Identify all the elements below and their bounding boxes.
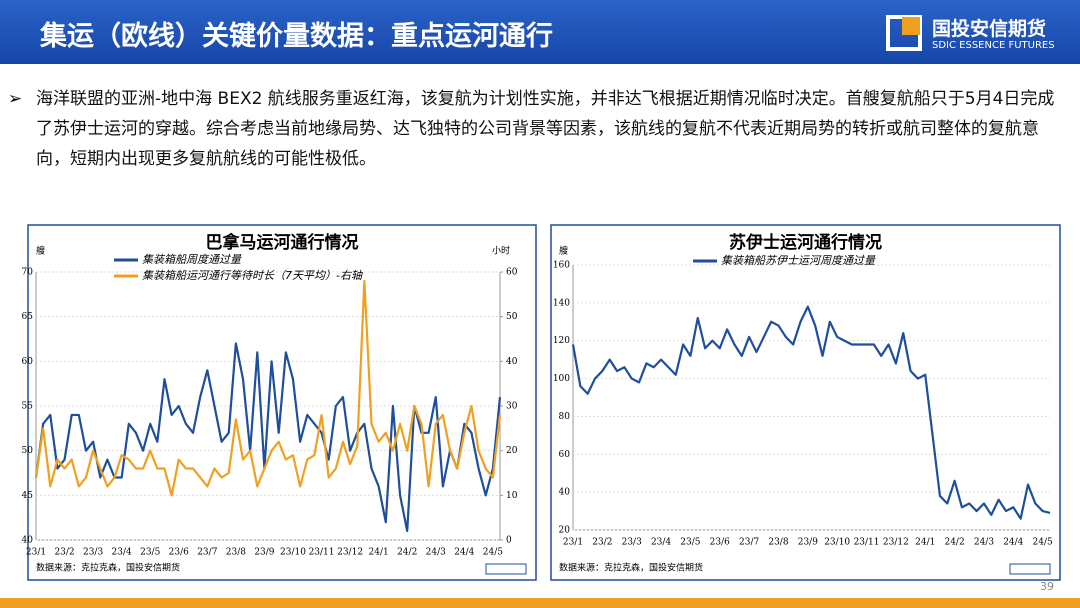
chart-title: 苏伊士运河通行情况 — [729, 232, 882, 253]
y-tick-label: 55 — [22, 402, 34, 412]
x-tick-label: 24/4 — [1003, 538, 1023, 548]
x-tick-label: 24/3 — [426, 548, 446, 558]
x-tick-label: 23/5 — [680, 538, 700, 548]
y-tick-label: 60 — [559, 450, 571, 460]
y-axis-label: 艘 — [36, 245, 45, 257]
bullet-text: 海洋联盟的亚洲-地中海 BEX2 航线服务重返红海，该复航为计划性实施，并非达飞… — [36, 89, 1055, 169]
x-tick-label: 24/3 — [974, 538, 994, 548]
x-tick-label: 23/7 — [739, 538, 759, 548]
y-tick-label: 50 — [22, 446, 34, 456]
x-tick-label: 23/1 — [563, 538, 583, 548]
x-tick-label: 24/2 — [944, 538, 964, 548]
source-logo — [1009, 563, 1051, 575]
x-tick-label: 24/5 — [1033, 538, 1053, 548]
x-tick-label: 23/2 — [54, 548, 74, 558]
y2-tick-label: 0 — [506, 536, 512, 546]
y2-axis-label: 小时 — [492, 245, 510, 257]
source-note: 数据来源：克拉克森，国投安信期货 — [559, 562, 703, 574]
y-tick-label: 70 — [22, 268, 34, 278]
x-tick-label: 23/11 — [309, 548, 335, 558]
chart-title: 巴拿马运河通行情况 — [206, 232, 359, 253]
x-tick-label: 23/12 — [883, 538, 909, 548]
x-tick-label: 23/3 — [622, 538, 642, 548]
y-tick-label: 40 — [22, 536, 34, 546]
y-tick-label: 160 — [553, 261, 570, 271]
legend-label: 集装箱船运河通行等待时长（7天平均）-右轴 — [142, 269, 363, 282]
legend-label: 集装箱船周度通过量 — [142, 253, 242, 266]
footer-bar — [0, 598, 1080, 608]
y-axis-label: 艘 — [559, 245, 568, 257]
x-tick-label: 23/6 — [710, 538, 730, 548]
x-tick-label: 23/9 — [798, 538, 818, 548]
x-tick-label: 23/10 — [824, 538, 850, 548]
x-tick-label: 23/3 — [83, 548, 103, 558]
source-logo — [485, 563, 527, 575]
y-tick-label: 140 — [553, 298, 570, 308]
page-number: 39 — [1040, 580, 1054, 593]
series-line — [34, 279, 502, 497]
x-tick-label: 23/5 — [140, 548, 160, 558]
legend-label: 集装箱船苏伊士运河周度通过量 — [721, 254, 876, 267]
x-tick-label: 23/8 — [226, 548, 246, 558]
x-tick-label: 23/1 — [26, 548, 46, 558]
x-tick-label: 23/12 — [337, 548, 363, 558]
y-tick-label: 120 — [553, 336, 570, 346]
x-tick-label: 23/7 — [197, 548, 217, 558]
x-tick-label: 24/1 — [915, 538, 935, 548]
logo-icon — [886, 15, 922, 51]
x-tick-label: 23/11 — [854, 538, 880, 548]
logo-en: SDIC ESSENCE FUTURES — [932, 40, 1055, 51]
x-tick-label: 23/4 — [112, 548, 132, 558]
y2-tick-label: 10 — [506, 491, 518, 501]
y-tick-label: 80 — [559, 412, 571, 422]
y2-tick-label: 40 — [506, 357, 518, 367]
y-tick-label: 65 — [22, 312, 34, 322]
x-tick-label: 23/9 — [254, 548, 274, 558]
x-tick-label: 24/4 — [454, 548, 474, 558]
x-tick-label: 24/5 — [483, 548, 503, 558]
x-tick-label: 24/1 — [369, 548, 389, 558]
bullet-mark: ➢ — [8, 89, 23, 109]
y2-tick-label: 20 — [506, 446, 518, 456]
y-tick-label: 45 — [22, 491, 34, 501]
y2-tick-label: 60 — [506, 268, 518, 278]
slide-title: 集运（欧线）关键价量数据：重点运河通行 — [40, 21, 553, 52]
y2-tick-label: 30 — [506, 402, 518, 412]
header-bar — [0, 0, 1080, 64]
x-tick-label: 23/6 — [169, 548, 189, 558]
chart-frame — [550, 224, 1061, 581]
y-tick-label: 100 — [553, 374, 570, 384]
y2-tick-label: 50 — [506, 312, 518, 322]
series-line — [571, 305, 1051, 520]
x-tick-label: 24/2 — [397, 548, 417, 558]
x-tick-label: 23/8 — [768, 538, 788, 548]
x-tick-label: 23/2 — [592, 538, 612, 548]
x-tick-label: 23/10 — [280, 548, 306, 558]
x-tick-label: 23/4 — [651, 538, 671, 548]
y-tick-label: 40 — [559, 488, 571, 498]
y-tick-label: 60 — [22, 357, 34, 367]
logo-name: 国投安信期货 — [932, 18, 1047, 40]
y-tick-label: 20 — [559, 526, 571, 536]
source-note: 数据来源：克拉克森，国投安信期货 — [36, 562, 180, 574]
